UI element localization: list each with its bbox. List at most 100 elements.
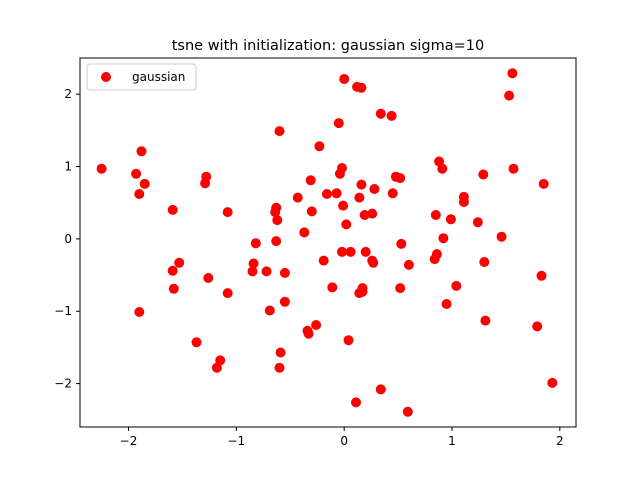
data-point: [395, 173, 406, 184]
data-point: [356, 179, 367, 190]
data-point: [271, 236, 282, 247]
data-point: [311, 320, 322, 330]
data-point: [247, 266, 258, 277]
data-point: [507, 68, 518, 79]
data-point: [327, 282, 338, 293]
data-point: [191, 337, 202, 348]
data-point: [271, 202, 282, 213]
points-layer: [96, 68, 558, 417]
data-point: [387, 188, 398, 199]
data-point: [279, 267, 290, 278]
data-point: [508, 163, 519, 174]
data-point: [272, 215, 283, 226]
data-point: [438, 233, 449, 244]
data-point: [360, 246, 371, 257]
y-tick-label: 2: [64, 87, 72, 101]
data-point: [275, 347, 286, 358]
data-point: [337, 246, 347, 257]
data-point: [375, 384, 386, 395]
data-point: [343, 335, 354, 346]
data-point: [496, 231, 507, 242]
legend-box: [86, 63, 197, 91]
data-point: [305, 175, 316, 186]
data-point: [96, 163, 107, 174]
data-point: [248, 258, 259, 269]
data-point: [458, 197, 469, 207]
data-point: [333, 118, 344, 129]
y-tick-label: 0: [64, 232, 72, 246]
data-point: [437, 163, 448, 174]
data-point: [338, 200, 349, 211]
data-point: [261, 266, 272, 277]
data-point: [134, 307, 145, 317]
data-point: [200, 178, 211, 189]
data-point: [215, 355, 226, 366]
data-point: [131, 168, 142, 179]
data-point: [532, 321, 543, 332]
x-tick-label: 2: [556, 434, 564, 448]
data-point: [430, 210, 441, 220]
data-point: [480, 315, 491, 326]
legend-label: gaussian: [132, 70, 185, 84]
data-point: [445, 214, 456, 225]
data-point: [299, 227, 310, 238]
legend: gaussian: [86, 63, 197, 91]
data-point: [345, 246, 356, 257]
data-point: [136, 146, 147, 157]
data-point: [441, 299, 452, 309]
x-tick-label: −1: [227, 434, 245, 448]
data-point: [368, 257, 379, 268]
data-point: [139, 178, 150, 189]
y-tick-label: −1: [54, 304, 72, 318]
data-point: [279, 296, 290, 307]
data-point: [396, 238, 407, 249]
data-point: [274, 126, 285, 137]
data-point: [292, 192, 303, 203]
x-tick-label: −2: [120, 434, 138, 448]
data-point: [168, 283, 179, 294]
data-point: [222, 288, 233, 299]
data-point: [321, 189, 332, 199]
y-tick-label: 1: [64, 160, 72, 174]
data-point: [274, 362, 285, 373]
data-point: [354, 192, 365, 203]
plot-frame: [79, 57, 577, 428]
data-point: [337, 163, 347, 173]
data-point: [357, 283, 368, 294]
data-point: [359, 210, 370, 220]
data-point: [203, 273, 214, 283]
chart-title: tsne with initialization: gaussian sigma…: [172, 38, 485, 54]
legend-marker: [101, 72, 111, 82]
axes-layer: −2 −1 0 1 2 −2 −1 0 1 2: [54, 57, 577, 448]
data-point: [369, 184, 380, 194]
data-point: [356, 82, 367, 93]
data-point: [375, 108, 386, 119]
data-point: [547, 377, 558, 388]
y-tick-label: −2: [54, 377, 72, 391]
data-point: [250, 238, 261, 249]
data-point: [504, 90, 515, 101]
data-point: [167, 265, 178, 276]
data-point: [339, 74, 350, 84]
x-tick-label: 1: [448, 434, 456, 448]
data-point: [538, 178, 549, 189]
data-point: [174, 257, 185, 268]
data-point: [402, 406, 413, 417]
data-point: [472, 217, 483, 228]
data-point: [318, 255, 329, 266]
data-point: [395, 283, 406, 294]
data-point: [536, 270, 547, 281]
data-point: [134, 189, 145, 199]
data-point: [264, 305, 275, 316]
data-point: [331, 188, 342, 199]
x-tick-label: 0: [340, 434, 348, 448]
data-point: [451, 280, 462, 291]
data-point: [431, 249, 442, 260]
data-point: [314, 141, 325, 152]
data-point: [222, 207, 233, 218]
data-point: [478, 169, 489, 180]
data-point: [303, 328, 314, 339]
data-point: [386, 110, 397, 121]
data-point: [367, 208, 378, 219]
